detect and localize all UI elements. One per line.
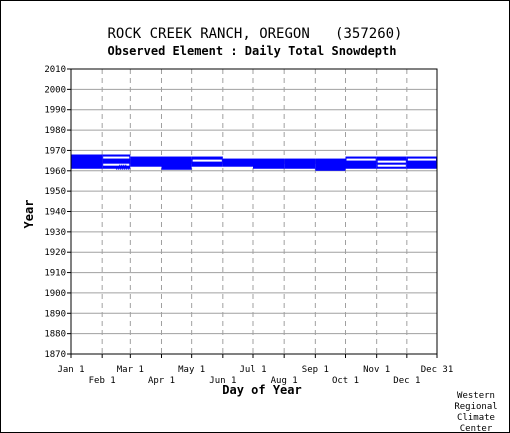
y-axis-label: Year: [22, 200, 36, 229]
sparse-record-mark: [120, 166, 122, 170]
x-axis-label: Day of Year: [222, 383, 301, 397]
sparse-record-mark: [123, 164, 125, 168]
record-gap: [377, 160, 406, 163]
snowdepth-record-band: [222, 158, 253, 167]
sparse-record-mark: [124, 166, 126, 170]
record-gap: [407, 158, 436, 161]
y-tick-label: 1910: [44, 269, 66, 279]
y-tick-label: 1920: [44, 248, 66, 258]
credit-line-2: Regional: [454, 402, 497, 412]
record-gap: [253, 153, 284, 156]
sparse-record-mark: [116, 166, 118, 170]
x-tick-label: Dec 1: [393, 376, 420, 386]
x-tick-label: Oct 1: [332, 376, 359, 386]
sparse-record-mark: [118, 166, 120, 170]
record-gap: [192, 153, 222, 156]
y-tick-label: 1970: [44, 146, 66, 156]
x-tick-label: Jan 1: [57, 365, 84, 375]
y-tick-label: 1880: [44, 330, 66, 340]
x-tick-label: Apr 1: [148, 376, 175, 386]
snowdepth-record-band: [130, 156, 162, 167]
y-tick-label: 1950: [44, 187, 66, 197]
snowdepth-record-band: [284, 158, 316, 169]
y-tick-label: 1980: [44, 126, 66, 136]
snowdepth-record-band: [161, 156, 192, 170]
chart-subtitle: Observed Element : Daily Total Snowdepth: [108, 44, 397, 58]
credit-line-3: Climate: [457, 413, 495, 423]
x-tick-label: Jun 1: [209, 376, 236, 386]
x-tick-label: May 1: [178, 365, 205, 375]
record-gap: [346, 158, 376, 161]
snowdepth-record-band: [345, 156, 377, 169]
y-tick-label: 1870: [44, 350, 66, 360]
record-gap: [103, 163, 130, 166]
y-tick-label: 1900: [44, 289, 66, 299]
credit-line-4: Center: [460, 424, 493, 433]
credit-block: Western Regional Climate Center: [454, 391, 497, 433]
x-tick-label: Jul 1: [239, 365, 266, 375]
y-tick-label: 1930: [44, 228, 66, 238]
chart-title: ROCK CREEK RANCH, OREGON (357260): [107, 26, 402, 42]
snowdepth-record-band: [376, 156, 407, 169]
snowdepth-record-band: [191, 156, 223, 167]
credit-line-1: Western: [457, 391, 495, 401]
y-tick-label: 1940: [44, 208, 66, 218]
x-tick-label: Dec 31: [421, 365, 454, 375]
plot-border: [70, 68, 438, 355]
snowdepth-record-band: [406, 156, 437, 169]
sparse-record-mark: [122, 166, 124, 170]
sparse-record-mark: [126, 166, 128, 170]
y-tick-label: 2000: [44, 85, 66, 95]
sparse-record-mark: [119, 164, 121, 168]
y-tick-label: 1890: [44, 309, 66, 319]
x-tick-label: Aug 1: [271, 376, 298, 386]
plot-area: 1870 1880 1890 1900 1910 1920 1930 1940 1950 1960…: [44, 65, 453, 386]
sparse-record-mark: [128, 166, 130, 170]
x-tick-label: Feb 1: [89, 376, 116, 386]
y-tick-label: 2010: [44, 65, 66, 75]
sparse-record-mark: [125, 164, 127, 168]
y-tick-label: 1990: [44, 106, 66, 116]
x-tick-label: Nov 1: [363, 365, 390, 375]
record-gap: [377, 164, 406, 167]
snowdepth-record-band: [252, 158, 285, 169]
snowdepth-record-band: [315, 158, 346, 171]
x-tick-label: Sep 1: [302, 365, 329, 375]
sparse-record-mark: [121, 164, 123, 168]
x-tick-label: Mar 1: [117, 365, 144, 375]
record-gap: [103, 156, 130, 159]
record-gap: [192, 159, 222, 162]
snowdepth-record-band: [71, 154, 103, 169]
y-tick-label: 1960: [44, 167, 66, 177]
